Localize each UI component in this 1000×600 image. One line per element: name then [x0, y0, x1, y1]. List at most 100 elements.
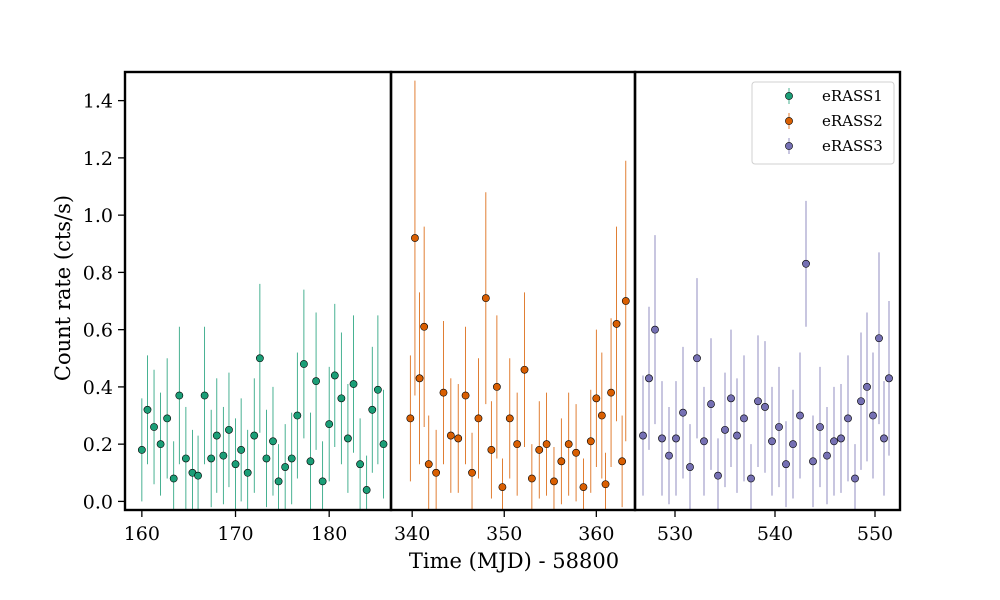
erass2-point	[527, 474, 536, 483]
erass3-point	[658, 434, 666, 443]
erass1-point	[143, 405, 152, 414]
erass2-point	[579, 483, 588, 491]
x-tick-label: 170	[217, 523, 253, 545]
erass1-point	[362, 486, 371, 494]
erass3-point	[830, 437, 838, 446]
erass1-point	[368, 405, 377, 414]
erass1-point	[194, 471, 202, 480]
erass3-point	[721, 425, 729, 434]
erass2-point	[481, 294, 490, 303]
y-tick-label: 0.0	[83, 491, 113, 513]
erass2-point	[550, 477, 558, 486]
erass3-point	[714, 471, 722, 480]
erass1-point	[212, 431, 221, 440]
erass1-point	[281, 463, 290, 471]
legend-erass3-marker	[785, 142, 793, 150]
erass3-point	[851, 474, 859, 483]
erass2-point	[505, 414, 514, 423]
erass3-point	[789, 440, 797, 449]
erass2-point	[415, 374, 424, 383]
erass2-point	[520, 365, 529, 374]
erass1-point	[344, 434, 352, 443]
erass2-point	[542, 440, 551, 449]
erass1-point	[356, 460, 364, 469]
erass3-point	[816, 423, 824, 431]
erass2-point	[592, 394, 601, 403]
erass1-point	[181, 454, 190, 463]
x-tick-label: 540	[757, 523, 793, 545]
erass1-point	[318, 477, 327, 486]
axes: 160 170 180 340 350 360 530 540 550 0.0 0.2 0.4 0.6 0…	[83, 70, 902, 545]
erass1-point	[287, 454, 296, 463]
erass3-point	[700, 437, 708, 446]
y-tick-label: 0.4	[83, 377, 113, 399]
erass2-point	[474, 414, 483, 423]
erass1-point	[200, 391, 209, 400]
legend: eRASS1 eRASS2 eRASS3	[751, 81, 895, 165]
x-tick-label: 180	[311, 523, 347, 545]
erass2-point	[557, 457, 566, 466]
legend-erass2-marker	[785, 117, 793, 125]
erass1-point	[243, 468, 252, 477]
erass2-point	[618, 457, 627, 466]
erass1-point	[274, 477, 283, 486]
erass2-point	[601, 480, 610, 489]
erass1-point	[312, 377, 320, 386]
erass3-point	[885, 374, 893, 383]
erass2-point	[487, 445, 496, 454]
erass3-point	[823, 451, 831, 460]
erass3-point	[775, 423, 783, 431]
erass1-point	[255, 354, 264, 363]
erass2-point	[424, 460, 433, 469]
erass1-point	[250, 431, 259, 440]
erass1-point	[325, 420, 334, 429]
x-tick-label: 350	[486, 523, 522, 545]
erass1-point	[237, 445, 246, 454]
erass1-point	[349, 380, 358, 388]
erass3-point	[837, 434, 845, 443]
erass2-point	[420, 322, 429, 331]
x-tick-label: 160	[124, 523, 160, 545]
erass3-point	[672, 434, 680, 443]
data-marks	[137, 80, 893, 510]
erass3-point	[863, 383, 871, 391]
panel-1-marks	[137, 283, 388, 510]
erass3-point	[754, 397, 762, 406]
erass3-point	[880, 434, 888, 443]
y-tick-label: 0.2	[83, 434, 113, 456]
erass2-point	[621, 297, 630, 305]
erass3-point	[761, 403, 769, 411]
erass3-point	[651, 325, 659, 334]
x-axis-label: Time (MJD) - 58800	[409, 549, 619, 573]
erass1-point	[337, 394, 346, 403]
erass3-point	[639, 431, 647, 440]
y-tick-label: 0.6	[83, 320, 113, 342]
erass1-point	[262, 454, 271, 463]
legend-erass2-label: eRASS2	[822, 112, 883, 130]
erass2-point	[468, 468, 476, 477]
erass1-point	[306, 457, 315, 466]
erass1-point	[137, 445, 146, 454]
erass2-point	[535, 445, 544, 454]
erass3-point	[693, 354, 701, 363]
erass1-point	[379, 440, 388, 449]
erass3-point	[645, 374, 653, 383]
erass1-point	[225, 425, 233, 434]
erass1-point	[207, 454, 216, 463]
erass1-point	[269, 437, 277, 446]
erass3-point	[768, 437, 776, 446]
legend-erass1-label: eRASS1	[822, 87, 883, 105]
erass1-point	[156, 440, 165, 449]
erass3-point	[686, 463, 694, 471]
erass3-point	[875, 334, 883, 343]
panel-3-frame	[633, 70, 902, 512]
y-tick-label: 1.2	[83, 148, 113, 170]
erass2-point	[406, 414, 415, 423]
erass1-point	[299, 360, 308, 368]
erass1-point	[219, 451, 228, 460]
erass2-point	[432, 468, 441, 477]
erass2-point	[498, 483, 507, 491]
erass1-point	[293, 411, 302, 420]
erass1-point	[373, 385, 382, 394]
erass1-point	[231, 460, 240, 469]
